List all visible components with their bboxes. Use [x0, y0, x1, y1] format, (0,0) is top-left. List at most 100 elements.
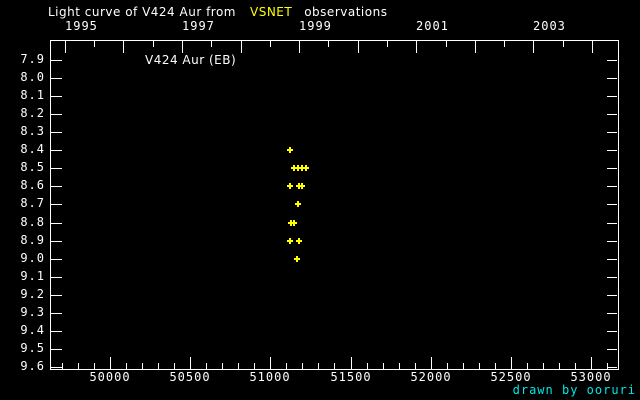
year-label: 2003 [533, 19, 566, 33]
data-point-marker [295, 201, 301, 207]
half-year-tick [211, 41, 212, 47]
y-tick-label: 9.6 [20, 359, 45, 373]
x-minor-tick [302, 363, 303, 369]
x-minor-tick [527, 363, 528, 369]
x-major-tick [270, 357, 271, 369]
y-tick-right [607, 78, 617, 79]
x-minor-tick [318, 363, 319, 369]
year-tick [358, 41, 359, 53]
data-point-marker [299, 165, 305, 171]
y-tick [51, 313, 62, 314]
x-minor-tick [463, 363, 464, 369]
x-tick-label: 52500 [490, 370, 532, 384]
data-point-marker [287, 238, 293, 244]
data-point-marker [299, 183, 305, 189]
x-minor-tick [238, 363, 239, 369]
x-major-tick [431, 357, 432, 369]
half-year-tick [153, 41, 154, 47]
year-label: 1995 [65, 19, 98, 33]
chart-title-vsnet: VSNET [250, 5, 293, 19]
y-tick [51, 277, 62, 278]
data-point-marker [303, 165, 309, 171]
y-tick-label: 9.5 [20, 341, 45, 355]
x-minor-tick [126, 363, 127, 369]
x-minor-tick [447, 363, 448, 369]
data-point-marker [287, 147, 293, 153]
data-point-marker [291, 165, 297, 171]
x-minor-tick [94, 363, 95, 369]
x-tick-label: 50500 [169, 370, 211, 384]
y-tick-right [607, 96, 617, 97]
plot-area [50, 40, 619, 370]
x-minor-tick [286, 363, 287, 369]
year-label: 1999 [299, 19, 332, 33]
x-major-tick [190, 357, 191, 369]
y-tick-right [607, 313, 617, 314]
year-tick [533, 41, 534, 53]
y-tick [51, 150, 62, 151]
x-tick-label: 53000 [570, 370, 612, 384]
x-minor-tick [495, 363, 496, 369]
x-minor-tick [543, 363, 544, 369]
y-tick-right [607, 60, 617, 61]
y-tick-right [607, 367, 617, 368]
half-year-tick [446, 41, 447, 47]
y-tick-right [607, 241, 617, 242]
data-point-marker [287, 183, 293, 189]
y-tick-label: 9.0 [20, 251, 45, 265]
y-tick-label: 8.8 [20, 215, 45, 229]
x-minor-tick [415, 363, 416, 369]
year-tick [182, 41, 183, 53]
y-tick [51, 259, 62, 260]
y-tick-label: 8.6 [20, 178, 45, 192]
y-tick-label: 8.5 [20, 160, 45, 174]
y-tick-right [607, 277, 617, 278]
y-tick-label: 8.0 [20, 70, 45, 84]
y-tick [51, 223, 62, 224]
year-tick [123, 41, 124, 53]
year-tick [592, 41, 593, 53]
y-tick-right [607, 168, 617, 169]
x-major-tick [591, 357, 592, 369]
half-year-tick [328, 41, 329, 47]
x-minor-tick [383, 363, 384, 369]
y-tick [51, 241, 62, 242]
y-tick-right [607, 295, 617, 296]
half-year-tick [94, 41, 95, 47]
y-tick-right [607, 349, 617, 350]
y-tick-right [607, 223, 617, 224]
x-minor-tick [174, 363, 175, 369]
y-tick-right [607, 186, 617, 187]
x-minor-tick [607, 363, 608, 369]
x-minor-tick [479, 363, 480, 369]
x-tick-label: 51000 [249, 370, 291, 384]
x-tick-label: 51500 [330, 370, 372, 384]
y-tick [51, 60, 62, 61]
half-year-tick [504, 41, 505, 47]
data-point-marker [291, 220, 297, 226]
x-major-tick [351, 357, 352, 369]
y-tick [51, 331, 62, 332]
year-tick [416, 41, 417, 53]
x-minor-tick [78, 363, 79, 369]
x-minor-tick [559, 363, 560, 369]
y-tick-label: 8.3 [20, 124, 45, 138]
y-tick [51, 78, 62, 79]
x-minor-tick [575, 363, 576, 369]
x-minor-tick [222, 363, 223, 369]
chart-title: Light curve of V424 Aur from VSNET observa… [48, 5, 387, 19]
x-minor-tick [206, 363, 207, 369]
x-minor-tick [334, 363, 335, 369]
x-minor-tick [158, 363, 159, 369]
y-tick-right [607, 259, 617, 260]
credit-text: drawn by ooruri [512, 383, 636, 397]
chart-title-suffix: observations [304, 5, 388, 19]
y-tick [51, 295, 62, 296]
series-label: V424 Aur (EB) [145, 53, 237, 67]
year-tick [299, 41, 300, 53]
x-major-tick [511, 357, 512, 369]
y-tick [51, 114, 62, 115]
y-tick [51, 186, 62, 187]
year-tick [475, 41, 476, 53]
